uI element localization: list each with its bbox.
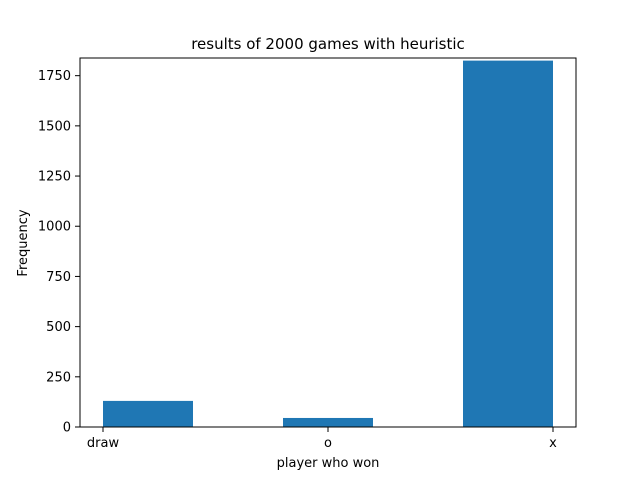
y-tick-label: 1250 <box>38 170 71 185</box>
bars-group <box>103 60 553 428</box>
y-axis-label: Frequency <box>16 209 31 276</box>
x-tick-label-o: o <box>324 436 332 451</box>
x-tick-label-x: x <box>549 436 557 451</box>
bar-x <box>463 60 553 428</box>
y-tick-label: 500 <box>46 320 71 335</box>
y-tick-label: 1000 <box>38 220 71 235</box>
y-axis-ticks: 0 250 500 750 1000 1250 1500 1750 <box>38 69 80 436</box>
y-tick-label: 250 <box>46 370 71 385</box>
y-tick-label: 1750 <box>38 69 71 84</box>
bar-draw <box>103 400 193 427</box>
plot-frame <box>79 57 577 428</box>
x-axis-label: player who won <box>277 456 380 471</box>
x-axis-ticks: draw o x <box>87 427 557 451</box>
chart-title: results of 2000 games with heuristic <box>191 35 465 53</box>
bar-o <box>283 417 373 427</box>
y-tick-label: 1500 <box>38 119 71 134</box>
x-tick-label-draw: draw <box>87 436 120 451</box>
y-tick-label: 750 <box>46 270 71 285</box>
y-tick-label: 0 <box>63 421 71 436</box>
